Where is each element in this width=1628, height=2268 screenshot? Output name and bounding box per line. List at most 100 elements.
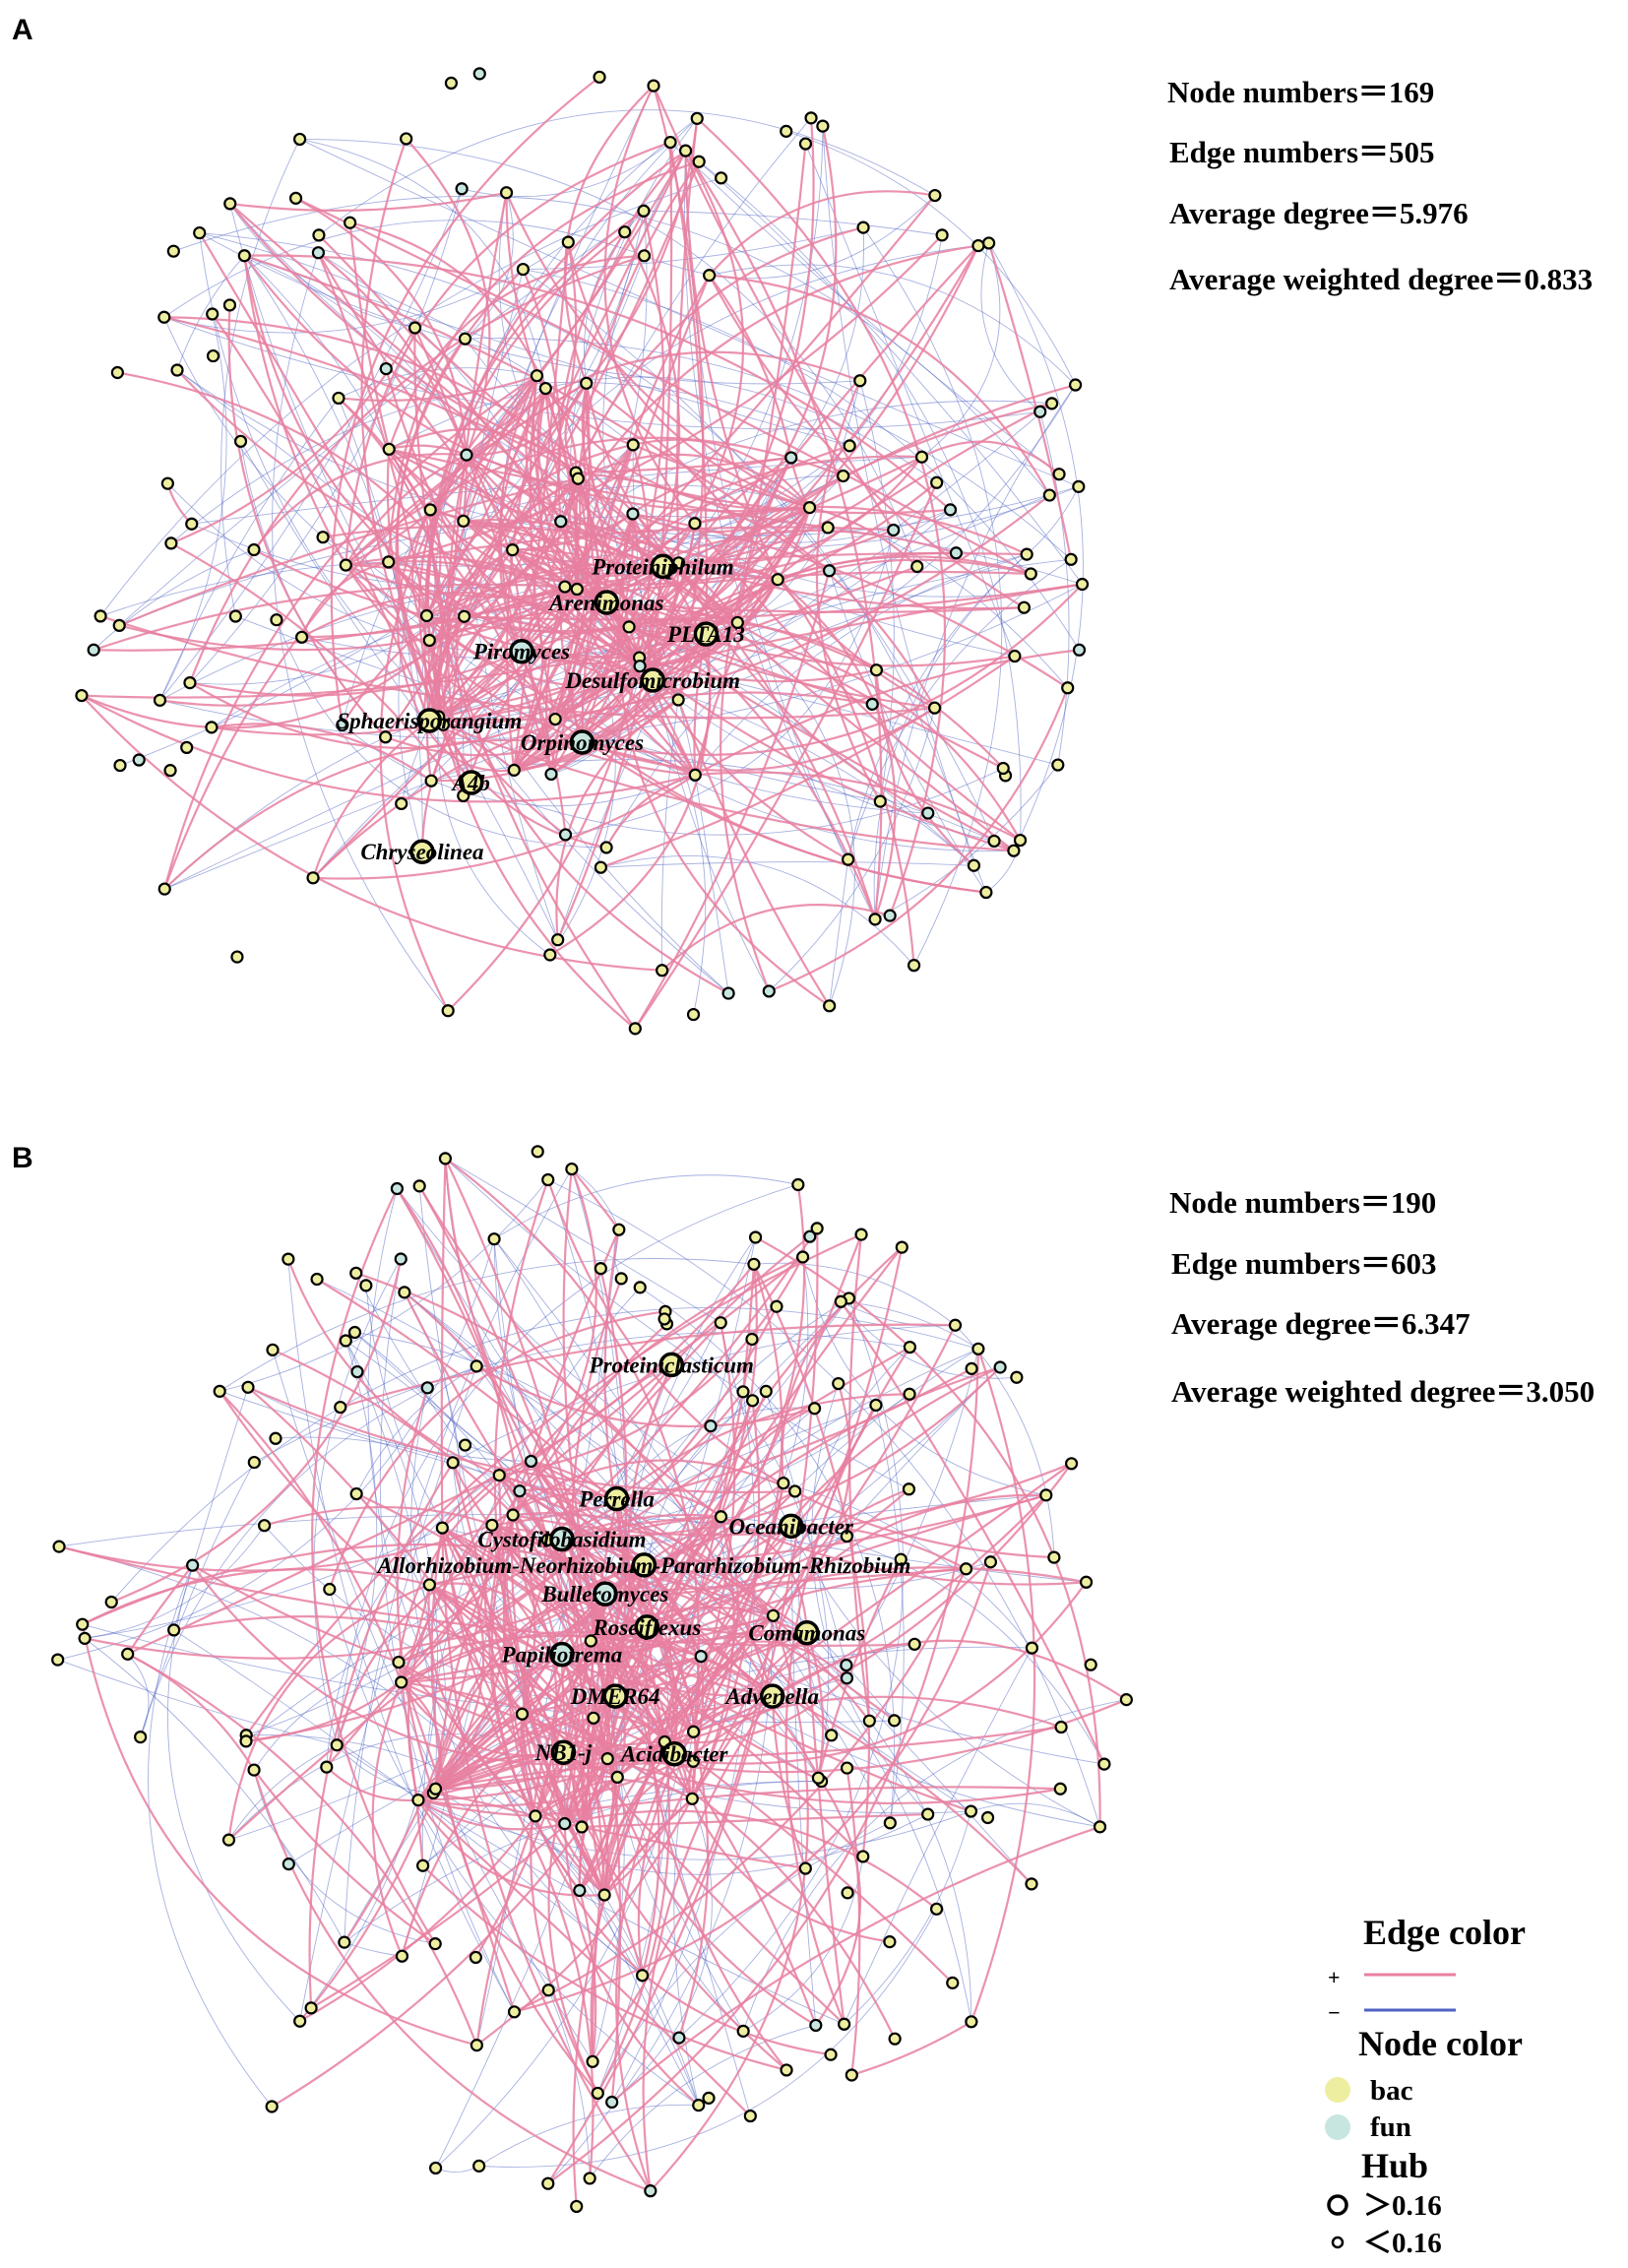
hub-label: Acidibacter	[619, 1742, 729, 1767]
edge	[247, 1386, 795, 1494]
edge	[781, 1297, 850, 1483]
edge	[444, 1158, 622, 2103]
node	[671, 693, 685, 707]
node	[795, 1250, 810, 1264]
edge	[493, 1238, 891, 1824]
edge	[425, 443, 634, 616]
node	[153, 693, 167, 707]
edge	[634, 481, 938, 1030]
node	[422, 633, 436, 648]
edge	[93, 549, 255, 651]
node	[558, 1817, 572, 1831]
edge	[571, 1167, 620, 1230]
edge	[660, 699, 679, 971]
node	[837, 469, 850, 483]
node	[51, 1653, 65, 1667]
edge	[417, 1713, 523, 1801]
node	[580, 376, 594, 390]
node	[310, 1272, 324, 1287]
node	[167, 1623, 181, 1637]
edge	[603, 1228, 649, 1628]
edge	[533, 1815, 832, 2056]
node	[856, 220, 870, 234]
node	[394, 1252, 407, 1266]
edge	[85, 1527, 443, 1639]
node	[690, 111, 704, 125]
node	[656, 964, 669, 977]
edge	[384, 160, 701, 738]
edge	[401, 1680, 1127, 1774]
edge	[562, 1168, 617, 1697]
node	[416, 1858, 430, 1872]
legend: Edge color + − Node color bac fun Hub ＞0…	[1325, 1913, 1526, 2259]
node	[241, 1380, 255, 1394]
edge	[127, 1653, 256, 1771]
node	[980, 1810, 995, 1825]
edge	[189, 188, 463, 683]
node	[688, 768, 702, 782]
node	[948, 1318, 963, 1332]
edge	[405, 138, 491, 456]
node	[745, 1332, 759, 1347]
node	[166, 244, 180, 258]
node	[637, 204, 651, 218]
node	[856, 1850, 870, 1863]
node	[565, 1162, 579, 1176]
node	[798, 1861, 812, 1875]
edge	[126, 1564, 194, 1655]
edge	[434, 1567, 967, 1791]
edge	[650, 1614, 809, 2192]
edge	[58, 1545, 700, 2106]
node	[798, 137, 813, 151]
node	[1042, 488, 1056, 502]
edge	[199, 232, 860, 385]
node	[1020, 547, 1033, 561]
node	[515, 1707, 530, 1721]
edge	[253, 1769, 652, 2192]
node	[841, 1886, 854, 1900]
edge	[295, 197, 1032, 575]
hub-label: Desulfomicrobium	[564, 668, 740, 693]
hub-node	[550, 1739, 577, 1765]
edge	[850, 2020, 972, 2077]
node	[803, 1229, 817, 1243]
edge	[388, 254, 645, 450]
node	[407, 321, 422, 335]
node	[349, 1486, 363, 1501]
node	[424, 774, 438, 788]
node	[644, 2184, 657, 2198]
edge	[921, 242, 1001, 458]
node	[888, 1714, 902, 1728]
edge	[567, 241, 810, 509]
node	[736, 1385, 750, 1399]
edge	[605, 774, 696, 849]
node	[762, 984, 776, 998]
edge	[253, 1769, 436, 1945]
edge	[326, 1766, 419, 1802]
edge	[344, 141, 671, 566]
edge	[586, 382, 915, 966]
edge	[720, 1408, 815, 1518]
node	[558, 580, 572, 594]
edge	[466, 454, 579, 591]
edge	[811, 1383, 929, 1815]
edge	[271, 1826, 583, 2108]
node	[349, 1266, 363, 1280]
legend-item: ＞0.16	[1363, 2190, 1442, 2222]
edge	[706, 633, 1022, 842]
edge	[519, 1168, 597, 1492]
edge	[513, 245, 979, 772]
hub-label: PLTA13	[666, 622, 745, 647]
edge	[512, 1514, 536, 1715]
edge	[534, 1482, 784, 1817]
node	[1025, 1877, 1038, 1891]
node	[633, 660, 647, 673]
edge	[336, 1184, 798, 1745]
edge	[465, 192, 514, 340]
node	[1093, 1820, 1107, 1834]
node	[1069, 378, 1083, 392]
node	[359, 1279, 373, 1292]
edge	[298, 1788, 437, 2022]
hub-label: Arenimonas	[547, 591, 663, 615]
